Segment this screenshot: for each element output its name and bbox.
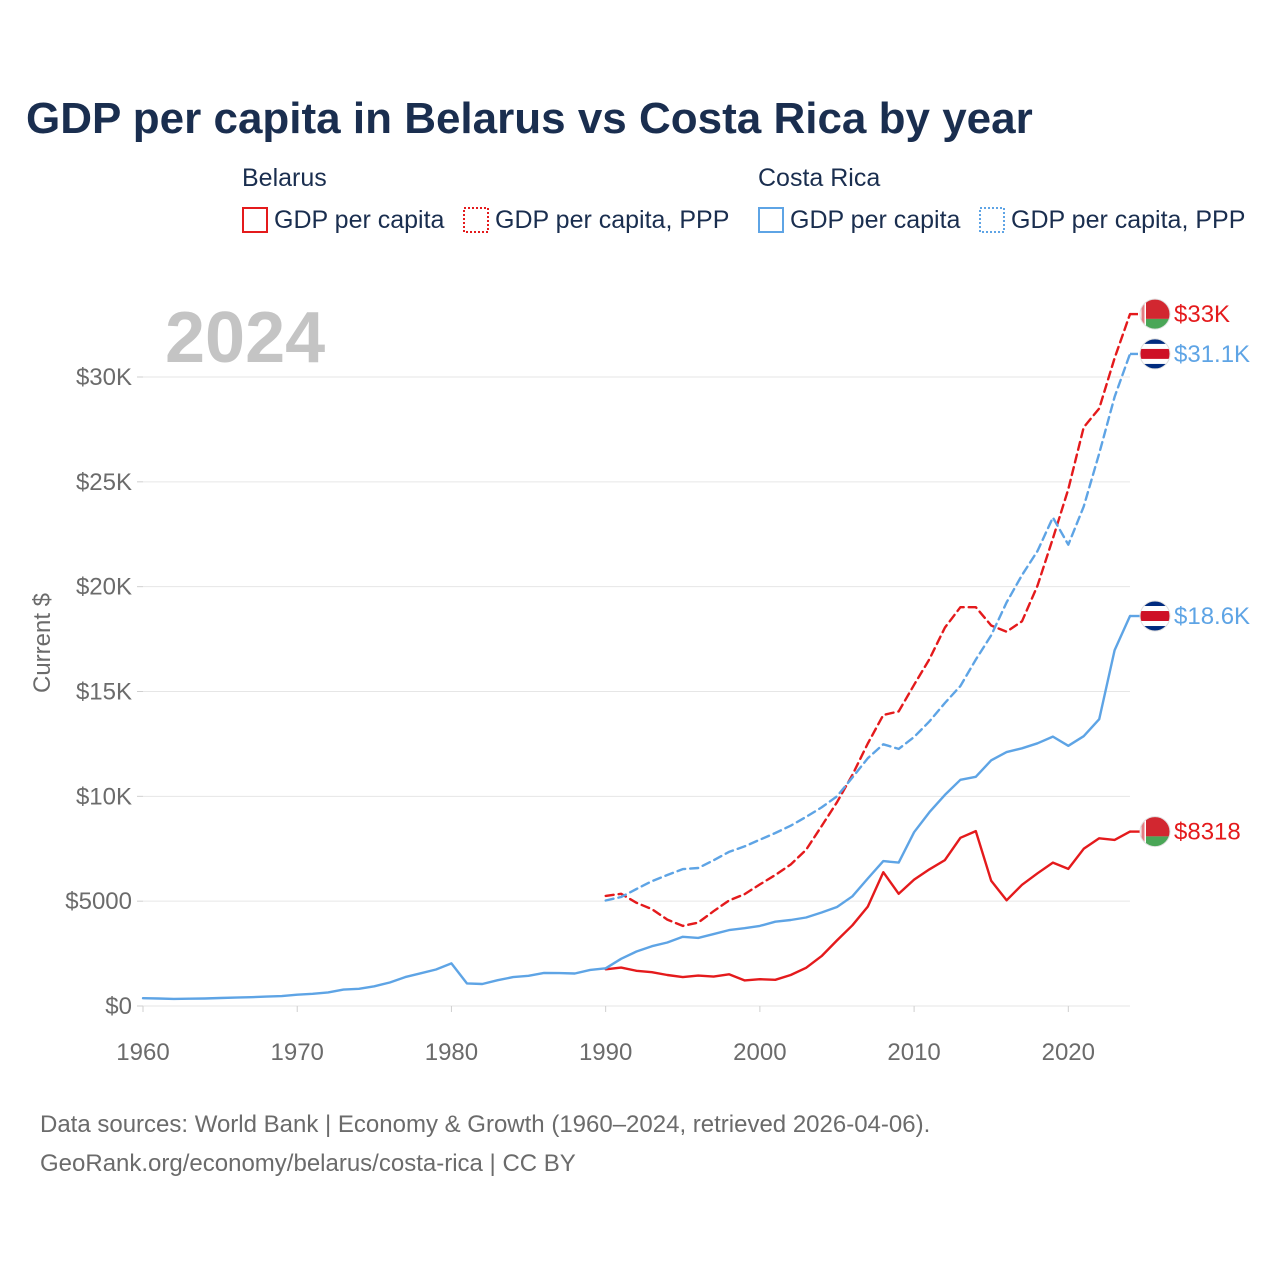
costa-rica-flag-icon <box>1139 338 1171 370</box>
x-tick-label: 2000 <box>733 1039 786 1066</box>
legend-swatch-costa-rica-gdp[interactable] <box>758 207 784 233</box>
costa-rica-flag-icon <box>1139 600 1171 632</box>
end-labels: $8318 $33K $18.6K $31.1K <box>1130 298 1250 848</box>
x-tick-label: 1980 <box>425 1039 478 1066</box>
end-label: $8318 <box>1174 819 1241 846</box>
x-tick-label: 2010 <box>887 1039 940 1066</box>
y-tick-label: $0 <box>105 993 132 1020</box>
gridlines <box>137 376 1130 1012</box>
chart-title: GDP per capita in Belarus vs Costa Rica … <box>26 94 1033 143</box>
end-label: $31.1K <box>1174 341 1250 368</box>
series-line-costa-rica-gdp-per-capita-ppp[interactable] <box>604 352 1132 902</box>
x-tick-label: 1960 <box>116 1039 169 1066</box>
belarus-flag-icon <box>1139 298 1171 330</box>
x-tick-label: 1970 <box>271 1039 324 1066</box>
end-label: $33K <box>1174 301 1230 328</box>
series-line-belarus-gdp-per-capita-ppp[interactable] <box>604 312 1132 928</box>
legend-swatch-belarus-gdp[interactable] <box>242 207 268 233</box>
series-line-costa-rica-gdp-per-capita[interactable] <box>141 614 1132 1001</box>
year-watermark: 2024 <box>165 298 325 378</box>
legend-item-costa-rica-gdp[interactable]: GDP per capita <box>790 206 961 234</box>
legend: Belarus GDP per capita GDP per capita, P… <box>242 164 1245 234</box>
legend-swatch-belarus-ppp[interactable] <box>463 207 489 233</box>
legend-swatch-costa-rica-ppp[interactable] <box>979 207 1005 233</box>
y-tick-label: $10K <box>76 783 132 810</box>
end-label: $18.6K <box>1174 603 1250 630</box>
source-line-1: Data sources: World Bank | Economy & Gro… <box>40 1111 930 1138</box>
series-line-belarus-gdp-per-capita[interactable] <box>604 829 1132 982</box>
y-axis-title: Current $ <box>29 593 56 693</box>
x-tick-label: 1990 <box>579 1039 632 1066</box>
legend-group-costa-rica: Costa Rica <box>758 164 880 192</box>
legend-item-belarus-ppp[interactable]: GDP per capita, PPP <box>495 206 729 234</box>
legend-item-costa-rica-ppp[interactable]: GDP per capita, PPP <box>1011 206 1245 234</box>
legend-item-belarus-gdp[interactable]: GDP per capita <box>274 206 445 234</box>
y-tick-label: $15K <box>76 679 132 706</box>
series-lines <box>141 312 1132 1001</box>
y-tick-label: $30K <box>76 364 132 391</box>
y-tick-label: $5000 <box>65 888 132 915</box>
y-tick-label: $20K <box>76 574 132 601</box>
x-tick-label: 2020 <box>1042 1039 1095 1066</box>
belarus-flag-icon <box>1139 816 1171 848</box>
x-axis-ticks: 1960 1970 1980 1990 2000 2010 2020 <box>116 1039 1095 1066</box>
y-axis-ticks: $0 $5000 $10K $15K $20K $25K $30K <box>65 364 132 1020</box>
legend-group-belarus: Belarus <box>242 164 327 192</box>
y-tick-label: $25K <box>76 469 132 496</box>
source-line-2[interactable]: GeoRank.org/economy/belarus/costa-rica |… <box>40 1150 576 1177</box>
